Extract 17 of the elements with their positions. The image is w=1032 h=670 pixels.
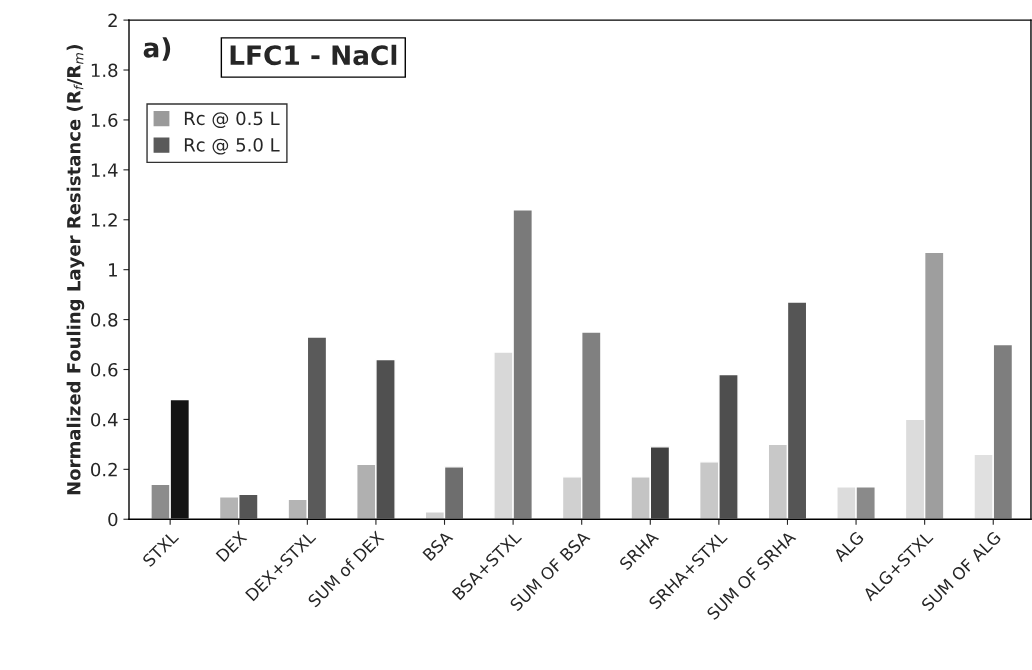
x-tick-label: BSA <box>422 529 454 562</box>
legend-label: Rc @ 5.0 L <box>184 138 280 155</box>
y-tick-label: 1.2 <box>91 213 117 227</box>
y-tick-label: 0 <box>108 512 118 527</box>
y-tick-label: 1.8 <box>91 63 118 78</box>
y-tick-label: 1.4 <box>91 163 118 177</box>
y-tick-label: 0.4 <box>91 412 118 427</box>
y-tick-label: 2 <box>108 13 117 27</box>
y-tick-label: 1 <box>109 263 117 277</box>
text: LFC1 - NaCl <box>230 44 397 66</box>
y-tick-label: 0.2 <box>91 462 117 477</box>
y-tick-label: 0.6 <box>91 362 118 377</box>
y-axis-title: Normalized Fouling Layer Resistance (R$_{f}$/R$_{m}$) <box>66 45 85 495</box>
legend-label: Rc @ 0.5 L <box>184 111 280 129</box>
y-tick-label: 0.8 <box>91 313 118 327</box>
y-tick-label: 1.6 <box>91 113 118 128</box>
annotation: a) <box>143 37 171 61</box>
